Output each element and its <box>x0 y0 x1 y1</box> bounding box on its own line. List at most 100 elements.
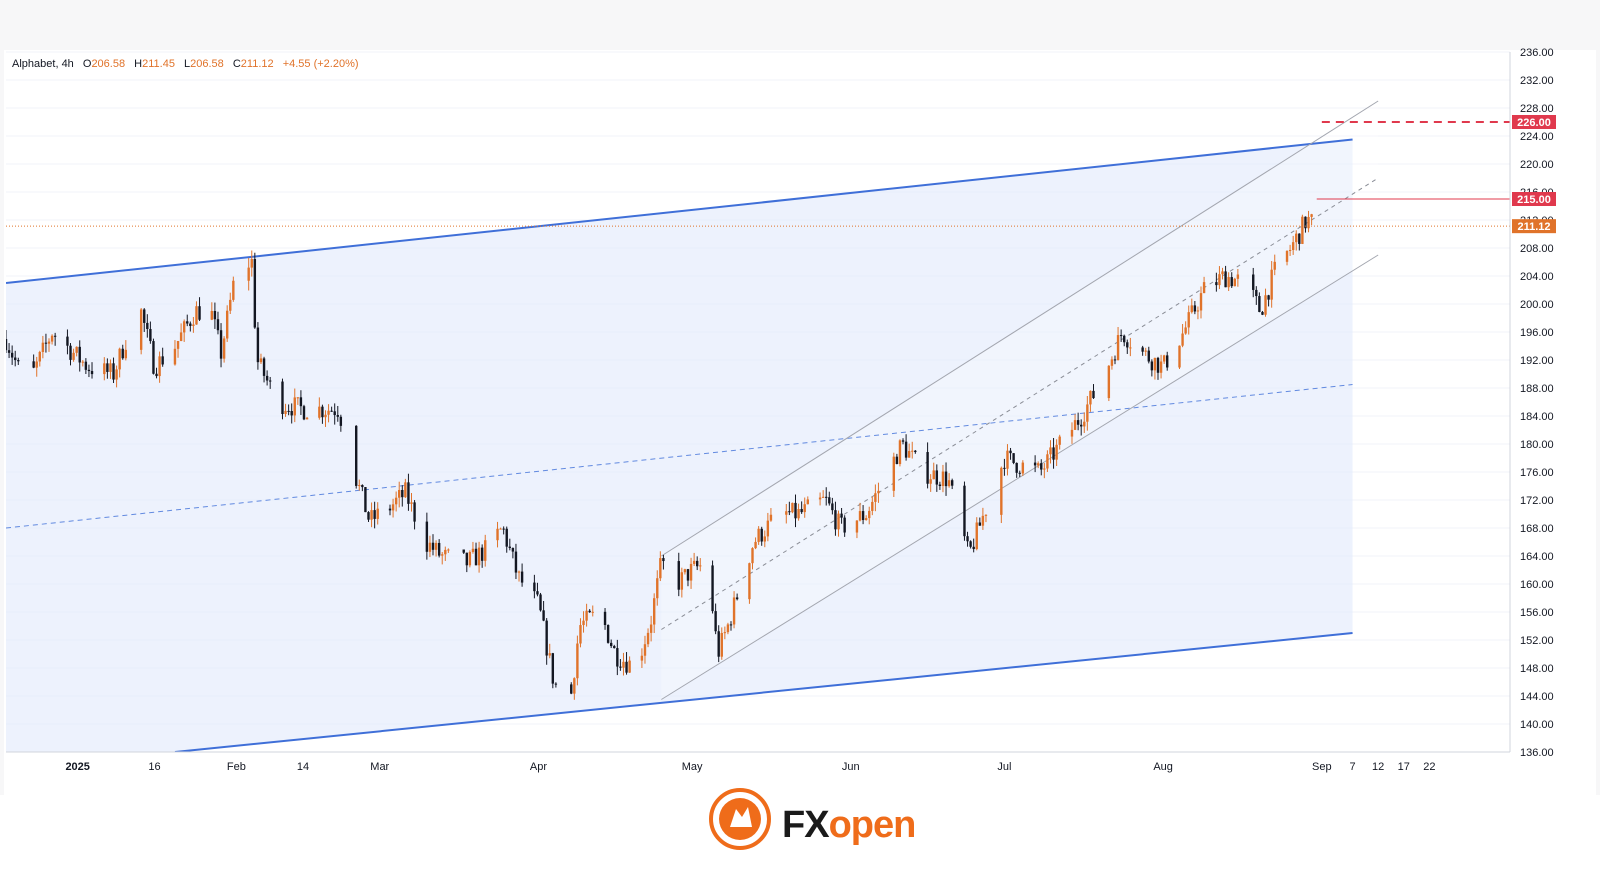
candle-body[interactable] <box>554 683 558 685</box>
candle-body[interactable] <box>1236 274 1240 279</box>
candle-body[interactable] <box>609 642 613 647</box>
candle-body[interactable] <box>649 624 653 633</box>
candle-body[interactable] <box>370 510 373 520</box>
candle-body[interactable] <box>1252 274 1255 290</box>
candle-body[interactable] <box>1301 216 1304 244</box>
candle-body[interactable] <box>195 306 198 325</box>
candle-body[interactable] <box>302 406 306 420</box>
candle-body[interactable] <box>364 487 367 513</box>
candle-body[interactable] <box>652 598 656 625</box>
candle-body[interactable] <box>253 259 257 328</box>
candle-body[interactable] <box>1000 467 1003 515</box>
candle-body[interactable] <box>1227 277 1230 288</box>
candle-body[interactable] <box>904 441 908 458</box>
candle-body[interactable] <box>1052 447 1055 460</box>
candle-body[interactable] <box>468 551 472 566</box>
candle-body[interactable] <box>222 338 226 359</box>
candle-body[interactable] <box>484 540 487 561</box>
candle-body[interactable] <box>72 352 75 360</box>
candle-body[interactable] <box>1113 359 1117 361</box>
candle-body[interactable] <box>1147 350 1150 362</box>
candle-body[interactable] <box>1304 216 1307 229</box>
candle-body[interactable] <box>1141 347 1144 352</box>
candle-body[interactable] <box>628 660 631 673</box>
candle-body[interactable] <box>1264 295 1267 315</box>
candle-body[interactable] <box>950 480 954 486</box>
candle-body[interactable] <box>373 510 376 519</box>
wide-channel-upper[interactable] <box>6 138 1353 284</box>
candle-body[interactable] <box>686 569 690 581</box>
candle-body[interactable] <box>14 357 17 361</box>
candle-body[interactable] <box>723 632 727 634</box>
candle-body[interactable] <box>121 348 124 359</box>
candle-body[interactable] <box>941 471 945 486</box>
candle-body[interactable] <box>539 594 542 611</box>
candle-body[interactable] <box>689 563 693 581</box>
candle-body[interactable] <box>1144 350 1147 352</box>
candle-body[interactable] <box>158 356 161 377</box>
candle-body[interactable] <box>109 363 112 372</box>
candle-body[interactable] <box>981 515 985 526</box>
candlestick-chart[interactable]: 136.00 140.00 144.00 148.00 152.00 156.00 160.… <box>0 0 1600 795</box>
candle-body[interactable] <box>545 620 548 656</box>
candle-body[interactable] <box>877 490 880 494</box>
candle-body[interactable] <box>44 342 48 344</box>
candle-body[interactable] <box>766 520 770 537</box>
candle-body[interactable] <box>259 358 263 363</box>
candle-body[interactable] <box>508 546 512 548</box>
candle-body[interactable] <box>892 456 896 491</box>
candle-body[interactable] <box>388 508 392 511</box>
candle-body[interactable] <box>579 625 582 644</box>
candle-body[interactable] <box>855 520 859 533</box>
candle-body[interactable] <box>462 549 465 553</box>
candle-body[interactable] <box>5 339 8 351</box>
candle-body[interactable] <box>864 518 868 521</box>
candle-body[interactable] <box>938 484 942 486</box>
candle-body[interactable] <box>87 369 91 372</box>
candle-body[interactable] <box>868 510 871 519</box>
candle-body[interactable] <box>576 643 579 679</box>
candle-body[interactable] <box>324 414 327 418</box>
candle-body[interactable] <box>729 624 733 626</box>
candle-body[interactable] <box>296 397 300 399</box>
candle-body[interactable] <box>66 336 69 346</box>
candle-body[interactable] <box>646 632 650 645</box>
candle-body[interactable] <box>1092 390 1095 399</box>
candle-body[interactable] <box>465 552 468 566</box>
candle-body[interactable] <box>514 551 518 573</box>
candle-body[interactable] <box>290 411 293 416</box>
candle-body[interactable] <box>975 522 978 550</box>
candle-body[interactable] <box>760 528 763 542</box>
candle-body[interactable] <box>625 661 628 673</box>
candle-body[interactable] <box>361 485 364 488</box>
candle-body[interactable] <box>444 549 447 555</box>
candle-body[interactable] <box>287 410 290 412</box>
candle-body[interactable] <box>1193 305 1197 312</box>
candle-body[interactable] <box>1202 282 1206 294</box>
candle-body[interactable] <box>1233 278 1236 287</box>
candle-body[interactable] <box>47 341 51 344</box>
candle-body[interactable] <box>32 361 35 368</box>
candle-body[interactable] <box>50 335 54 342</box>
candle-body[interactable] <box>1307 216 1310 229</box>
candle-body[interactable] <box>232 280 235 300</box>
candle-body[interactable] <box>794 502 797 519</box>
candle-body[interactable] <box>978 522 982 526</box>
candle-body[interactable] <box>1215 282 1218 286</box>
candle-body[interactable] <box>1298 233 1301 244</box>
candle-body[interactable] <box>431 542 435 550</box>
candle-body[interactable] <box>548 653 551 656</box>
candle-body[interactable] <box>262 358 266 376</box>
candle-body[interactable] <box>656 578 659 599</box>
candle-body[interactable] <box>800 508 803 513</box>
candle-body[interactable] <box>1153 357 1157 371</box>
candle-body[interactable] <box>696 560 699 567</box>
candle-body[interactable] <box>1021 462 1025 474</box>
candle-body[interactable] <box>480 547 484 561</box>
price-axis[interactable]: 136.00 140.00 144.00 148.00 152.00 156.00 160.… <box>1509 47 1554 759</box>
candle-body[interactable] <box>391 504 395 511</box>
candle-body[interactable] <box>828 497 831 504</box>
candle-body[interactable] <box>1033 462 1037 466</box>
candle-body[interactable] <box>1291 242 1295 250</box>
candle-body[interactable] <box>229 299 232 311</box>
